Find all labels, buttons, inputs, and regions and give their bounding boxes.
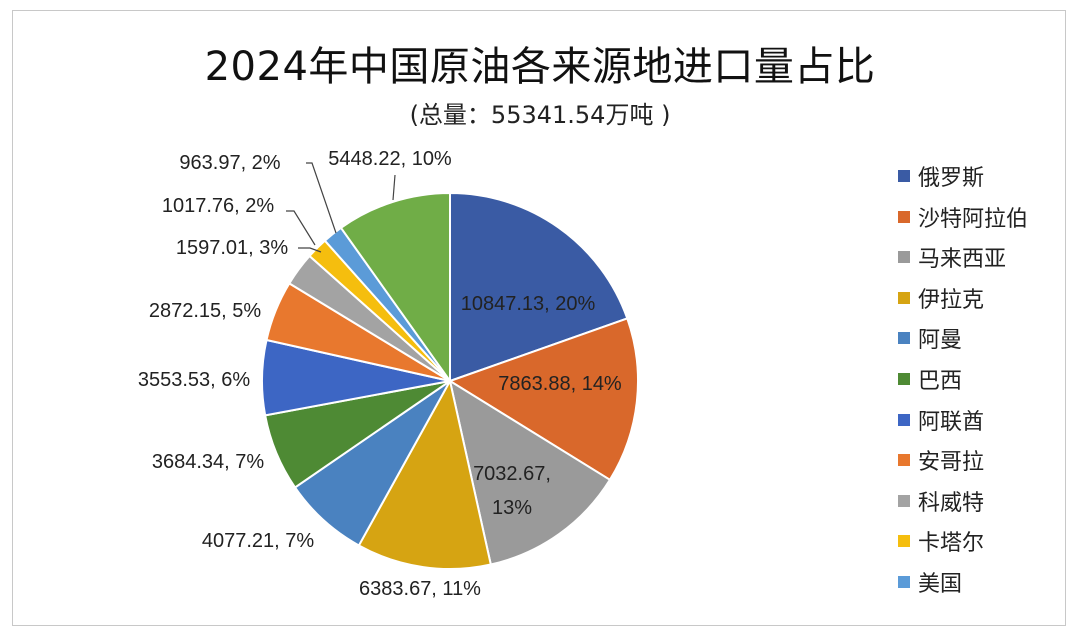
data-label: 3684.34, 7%: [152, 451, 265, 473]
legend-label: 安哥拉: [918, 450, 985, 476]
legend-item: 伊拉克: [898, 286, 984, 313]
legend-swatch: [898, 210, 910, 223]
legend-swatch: [898, 535, 910, 548]
legend-label: 沙特阿拉伯: [918, 206, 1029, 232]
legend-swatch: [898, 576, 910, 588]
legend-item: 阿曼: [898, 326, 962, 353]
data-label: 1017.76, 2%: [162, 195, 275, 217]
data-label: 4077.21, 7%: [202, 530, 315, 552]
leader-line: [286, 210, 316, 246]
data-label: 10847.13, 20%: [461, 293, 596, 315]
legend-label: 马来西亚: [918, 247, 1007, 273]
leader-line: [298, 247, 322, 253]
chart-subtitle: (总量：55341.54万吨 ): [409, 101, 671, 129]
legend-label: 巴西: [918, 369, 963, 394]
legend-item: 沙特阿拉伯: [898, 205, 1028, 232]
data-label: 7863.88, 14%: [498, 373, 622, 395]
data-label: 963.97, 2%: [179, 152, 280, 174]
data-label: 2872.15, 5%: [149, 300, 262, 322]
data-label: 1597.01, 3%: [176, 237, 289, 259]
legend-item: 马来西亚: [898, 245, 1006, 272]
legend-swatch: [898, 251, 910, 264]
legend-item: 美国: [898, 570, 962, 597]
legend-label: 科威特: [918, 490, 985, 516]
data-label: 6383.67, 11%: [359, 578, 481, 600]
data-label: 3553.53, 6%: [138, 369, 251, 391]
data-label: 5448.22, 10%: [328, 148, 452, 170]
legend-item: 巴西: [898, 367, 962, 394]
data-label: 7032.67, 13%: [473, 463, 551, 519]
leader-line: [306, 162, 337, 234]
pie-slice-马来西亚: [448, 378, 612, 566]
legend-label: 美国: [918, 572, 963, 597]
legend-swatch: [898, 413, 910, 426]
pie-slice-沙特阿拉伯: [447, 317, 639, 482]
legend-swatch: [898, 494, 910, 507]
legend-item: 阿联酋: [898, 408, 984, 435]
legend-swatch: [898, 332, 910, 345]
legend-item: 俄罗斯: [898, 164, 984, 191]
legend-label: 伊拉克: [918, 287, 985, 313]
legend-label: 卡塔尔: [918, 531, 985, 557]
legend-item: 卡塔尔: [898, 529, 984, 556]
legend-swatch: [898, 291, 910, 304]
pie-slice-伊拉克: [357, 378, 493, 570]
legend-label: 阿曼: [918, 328, 963, 354]
legend-label: 俄罗斯: [918, 166, 985, 191]
legend-label: 阿联酋: [918, 409, 985, 435]
legend-item: 安哥拉: [898, 448, 984, 475]
legend-swatch: [898, 170, 910, 182]
leader-line: [392, 174, 396, 201]
pie-slice-11: [339, 191, 451, 385]
legend-item: 科威特: [898, 489, 984, 516]
chart-title: 2024年中国原油各来源地进口量占比: [204, 44, 876, 90]
legend-swatch: [898, 373, 910, 385]
legend-swatch: [898, 454, 910, 467]
